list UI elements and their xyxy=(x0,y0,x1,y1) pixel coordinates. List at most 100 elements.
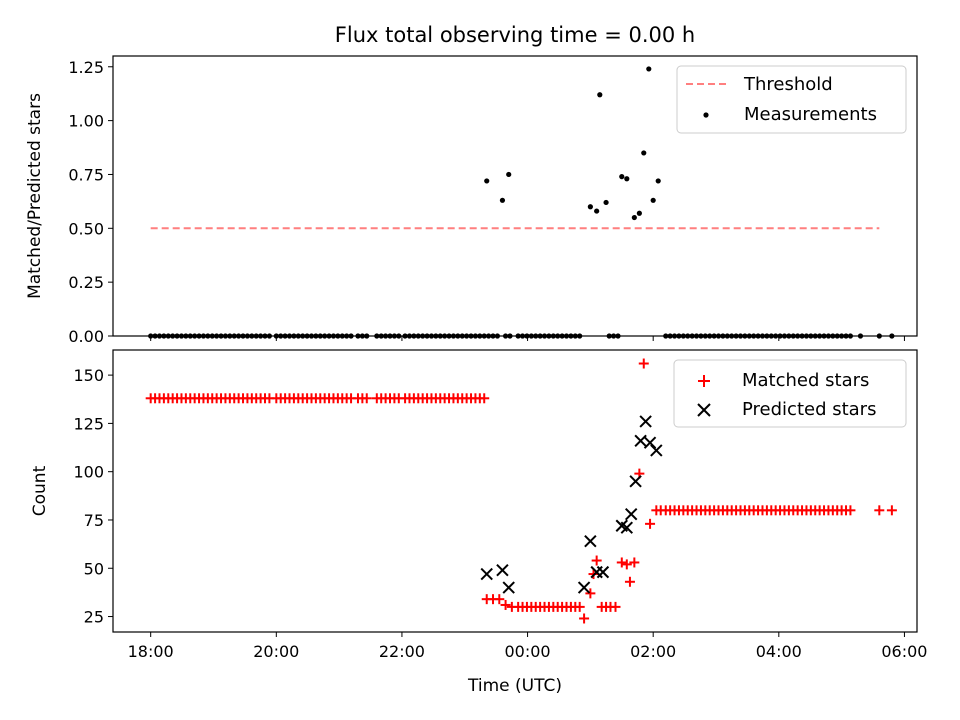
cross-b xyxy=(620,521,634,534)
predicted-star-marker xyxy=(620,521,634,534)
matched-stars-points xyxy=(145,358,897,624)
predicted-star-marker xyxy=(584,535,597,548)
cross-b xyxy=(650,444,663,457)
matched-star-marker xyxy=(361,393,372,404)
measurement-point xyxy=(506,171,512,178)
measurement-point xyxy=(650,197,656,203)
bottom-panel: 25 50 75 100 125 150 18:00 20:00 22:00 00:00 02:0… xyxy=(30,349,927,696)
y-tick-label: 0.00 xyxy=(68,327,104,346)
measurement-point xyxy=(641,150,647,156)
predicted-star-marker xyxy=(629,475,642,488)
predicted-star-marker xyxy=(596,565,610,579)
y-tick-label: 0.50 xyxy=(68,219,104,238)
top-legend: Threshold Measurements xyxy=(676,65,907,134)
matched-star-marker xyxy=(479,393,490,404)
predicted-star-marker xyxy=(643,436,657,449)
legend-measurements-label: Measurements xyxy=(744,104,877,125)
x-tick-label: 04:00 xyxy=(756,642,802,661)
top-axes-frame xyxy=(112,55,918,337)
cross-b xyxy=(634,434,647,447)
predicted-stars-points xyxy=(480,415,663,594)
matched-star-marker xyxy=(500,599,511,610)
bottom-axes-frame xyxy=(112,349,918,633)
y-tick-label: 1.00 xyxy=(68,112,104,131)
x-tick-label: 22:00 xyxy=(379,642,425,661)
predicted-star-marker xyxy=(624,507,638,521)
y-tick-label: 75 xyxy=(84,511,104,530)
y-tick-label: 100 xyxy=(73,463,104,482)
matched-star-marker xyxy=(638,358,649,369)
legend-matched-swatch xyxy=(698,375,710,387)
y-tick-label: 150 xyxy=(73,366,104,385)
bottom-y-axis-label: Count xyxy=(30,465,50,516)
matched-star-marker xyxy=(845,505,856,516)
cross-b xyxy=(624,507,638,521)
measurement-point xyxy=(655,178,661,184)
y-tick-label: 1.25 xyxy=(68,58,104,77)
predicted-star-marker xyxy=(650,444,663,457)
legend-measurements-swatch xyxy=(703,112,709,118)
cross-b xyxy=(643,436,657,449)
bottom-x-axis-ticks: 18:00 20:00 22:00 00:00 02:00 04:00 06:00 xyxy=(128,632,927,661)
measurement-point xyxy=(597,92,603,98)
cross-b xyxy=(496,563,509,577)
legend-matched-label: Matched stars xyxy=(742,370,869,391)
predicted-star-marker xyxy=(480,567,493,581)
top-y-axis-ticks: 0.00 0.25 0.50 0.75 1.00 1.25 xyxy=(68,58,113,346)
matched-star-marker xyxy=(629,557,640,568)
legend-predicted-swatch xyxy=(697,403,711,417)
y-tick-label: 50 xyxy=(84,559,104,578)
measurement-point xyxy=(624,176,630,182)
predicted-star-marker xyxy=(496,563,509,577)
matched-star-marker xyxy=(610,601,621,612)
cross-b xyxy=(577,581,591,594)
matched-star-marker xyxy=(621,559,632,570)
top-panel: 0.00 0.25 0.50 0.75 1.00 1.25 Matched/Predict… xyxy=(25,55,918,346)
cross-b xyxy=(615,519,628,532)
matched-star-marker xyxy=(645,518,656,529)
top-y-axis-label: Matched/Predicted stars xyxy=(25,93,45,299)
x-tick-label: 18:00 xyxy=(128,642,174,661)
y-tick-label: 125 xyxy=(73,414,104,433)
matched-star-marker xyxy=(494,594,505,605)
matched-star-marker xyxy=(591,555,602,566)
matched-star-marker xyxy=(574,601,585,612)
x-tick-label: 20:00 xyxy=(253,642,299,661)
legend-predicted-label: Predicted stars xyxy=(742,399,876,420)
matched-star-marker xyxy=(579,613,590,624)
predicted-star-marker xyxy=(639,415,652,428)
measurement-point xyxy=(587,204,593,210)
matched-star-marker xyxy=(506,601,517,612)
y-tick-label: 25 xyxy=(84,608,104,627)
predicted-star-marker xyxy=(577,581,591,594)
x-tick-label: 02:00 xyxy=(630,642,676,661)
matched-star-marker xyxy=(585,588,596,599)
x-tick-label: 00:00 xyxy=(505,642,551,661)
matched-star-marker xyxy=(624,576,635,587)
cross-b xyxy=(584,535,597,548)
measurement-point xyxy=(631,214,637,221)
predicted-star-marker xyxy=(502,581,515,594)
measurement-point xyxy=(636,210,642,216)
measurement-point xyxy=(499,197,506,203)
top-x-axis-ticks xyxy=(150,336,905,341)
measurement-point xyxy=(484,178,490,184)
matched-star-marker xyxy=(886,505,897,516)
x-tick-label: 06:00 xyxy=(881,642,927,661)
cross-b xyxy=(502,581,515,594)
bottom-legend: Matched stars Predicted stars xyxy=(673,359,907,428)
cross-b xyxy=(596,565,610,579)
y-tick-label: 0.75 xyxy=(68,165,104,184)
predicted-star-marker xyxy=(634,434,647,447)
matched-star-marker xyxy=(655,505,666,516)
x-axis-label: Time (UTC) xyxy=(467,676,562,696)
measurement-point xyxy=(619,174,625,180)
chart-title: Flux total observing time = 0.00 h xyxy=(335,23,695,47)
measurement-point xyxy=(646,66,652,72)
cross-b xyxy=(480,567,493,581)
matched-star-marker xyxy=(616,557,627,568)
legend-threshold-label: Threshold xyxy=(743,74,833,95)
matched-star-marker xyxy=(874,505,885,516)
bottom-y-axis-ticks: 25 50 75 100 125 150 xyxy=(73,366,113,627)
